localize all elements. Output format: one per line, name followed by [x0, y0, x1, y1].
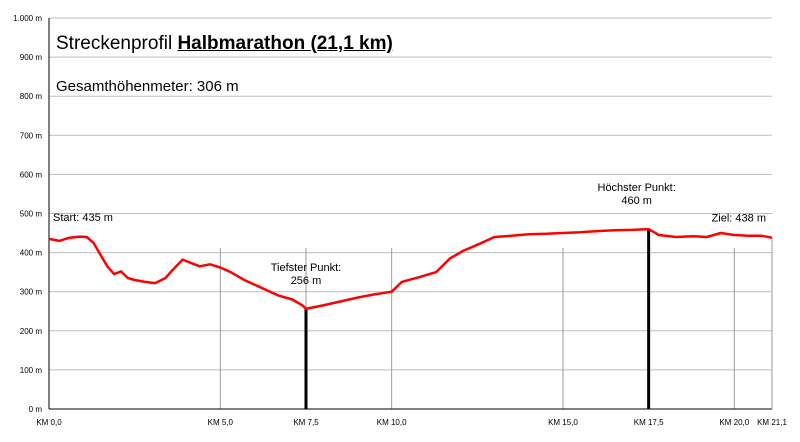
x-tick-label: KM 21,1 [757, 418, 787, 427]
data-annotation: Höchster Punkt: 460 m [598, 182, 676, 207]
x-tick-label: KM 5,0 [208, 418, 234, 427]
y-tick-label: 100 m [20, 366, 43, 375]
x-tick-label: KM 17,5 [634, 418, 664, 427]
y-tick-label: 900 m [20, 53, 43, 62]
chart-title-bold: Halbmarathon (21,1 km) [177, 33, 393, 54]
elevation-line [48, 227, 773, 311]
data-annotation: Tiefster Punkt: 256 m [271, 262, 342, 287]
y-tick-label: 600 m [20, 170, 43, 179]
x-tick-label: KM 7,5 [293, 418, 319, 427]
y-tick-label: 0 m [29, 405, 43, 414]
x-tick-label: KM 0,0 [36, 418, 62, 427]
chart-title-prefix: Streckenprofil [56, 33, 173, 54]
y-tick-label: 500 m [20, 210, 43, 219]
chart-title: Streckenprofil Halbmarathon (21,1 km) [56, 33, 393, 55]
y-tick-label: 700 m [20, 131, 43, 140]
y-tick-label: 200 m [20, 327, 43, 336]
y-tick-label: 800 m [20, 92, 43, 101]
chart-subtitle: Gesamthöhenmeter: 306 m [56, 78, 239, 95]
data-annotation: Ziel: 438 m [712, 213, 766, 225]
x-tick-label: KM 20,0 [719, 418, 749, 427]
x-tick-label: KM 10,0 [377, 418, 407, 427]
data-annotation: Start: 435 m [53, 212, 113, 224]
y-tick-label: 1.000 m [13, 14, 42, 23]
y-tick-label: 300 m [20, 288, 43, 297]
y-tick-label: 400 m [20, 249, 43, 258]
x-tick-label: KM 15,0 [548, 418, 578, 427]
